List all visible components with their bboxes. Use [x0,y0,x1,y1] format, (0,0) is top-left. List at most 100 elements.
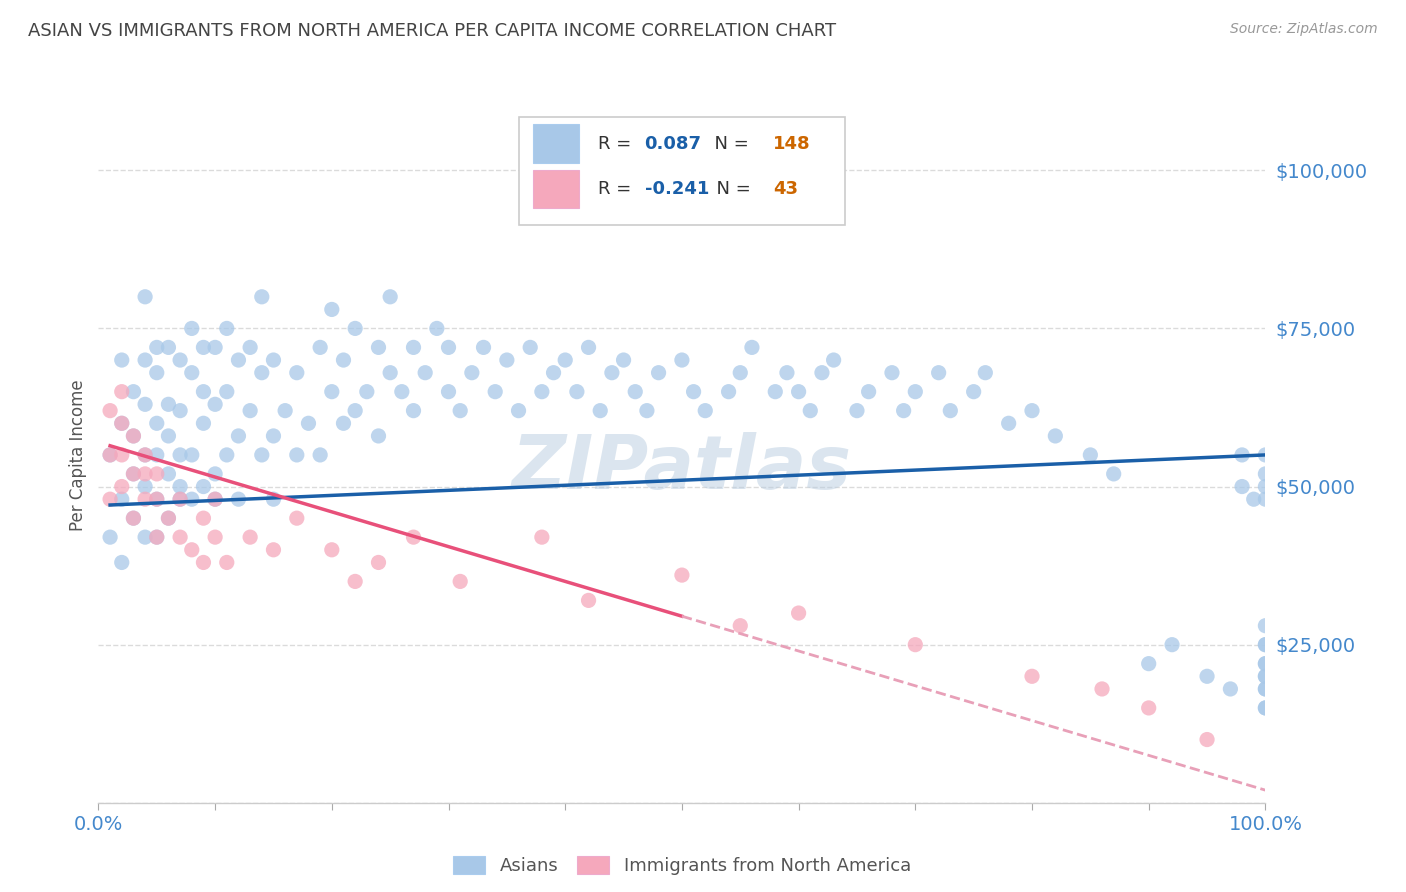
Text: 0.087: 0.087 [644,135,702,153]
Point [904,384,927,399]
Point [321,302,343,317]
Point [98,530,121,544]
Point [1254,669,1277,683]
Point [1137,701,1160,715]
Point [578,593,600,607]
Point [228,429,250,443]
Point [285,366,308,380]
Point [204,340,226,354]
Point [1254,618,1277,632]
Point [495,353,517,368]
Point [134,448,156,462]
Point [612,353,634,368]
Point [974,366,997,380]
Point [228,492,250,507]
Point [461,366,484,380]
Point [928,366,950,380]
Point [378,290,402,304]
Point [962,384,984,399]
Point [309,340,332,354]
Point [1045,429,1067,443]
Point [880,366,903,380]
Point [285,511,308,525]
Point [1254,681,1277,696]
Point [215,321,238,335]
Point [717,384,740,399]
Point [449,574,471,589]
Point [157,397,180,411]
Point [402,403,425,417]
Text: N =: N = [706,180,756,198]
Point [484,384,506,399]
Point [262,492,284,507]
Point [823,353,845,368]
Text: N =: N = [703,135,755,153]
Point [344,403,367,417]
Point [1195,669,1218,683]
Point [787,384,810,399]
Point [204,492,226,507]
Point [730,618,752,632]
Point [157,340,180,354]
Point [111,384,134,399]
Point [134,448,156,462]
Point [285,448,308,462]
Point [146,366,169,380]
Point [1254,479,1277,493]
Text: 43: 43 [773,180,799,198]
Point [1161,638,1184,652]
Point [437,384,460,399]
Point [111,556,134,570]
Point [367,340,389,354]
Point [146,448,169,462]
Point [250,366,273,380]
Point [1230,479,1253,493]
Y-axis label: Per Capita Income: Per Capita Income [69,379,87,531]
Point [169,448,191,462]
Point [180,542,202,557]
Point [111,448,134,462]
Point [146,530,169,544]
Point [169,403,191,417]
Point [845,403,868,417]
Point [134,353,156,368]
Point [204,397,226,411]
Point [262,429,284,443]
Point [146,340,169,354]
Point [763,384,786,399]
Point [98,448,121,462]
Point [682,384,704,399]
Point [204,530,226,544]
Point [204,492,226,507]
Point [111,417,134,431]
Point [378,366,402,380]
Point [122,511,145,525]
Point [344,321,367,335]
Point [215,556,238,570]
Point [799,403,821,417]
Text: ASIAN VS IMMIGRANTS FROM NORTH AMERICA PER CAPITA INCOME CORRELATION CHART: ASIAN VS IMMIGRANTS FROM NORTH AMERICA P… [28,22,837,40]
Point [122,467,145,481]
Point [787,606,810,620]
Point [193,384,215,399]
Point [1254,669,1277,683]
Point [180,321,202,335]
Point [204,467,226,481]
Point [1021,669,1043,683]
Point [624,384,647,399]
Point [1254,657,1277,671]
Point [1254,492,1277,507]
Point [695,403,717,417]
Point [730,366,752,380]
Point [250,290,273,304]
Point [98,403,121,417]
Point [1195,732,1218,747]
Point [391,384,413,399]
Point [647,366,669,380]
Point [554,353,576,368]
Text: 148: 148 [773,135,811,153]
Point [413,366,436,380]
Point [1021,403,1043,417]
Point [228,353,250,368]
Point [356,384,378,399]
